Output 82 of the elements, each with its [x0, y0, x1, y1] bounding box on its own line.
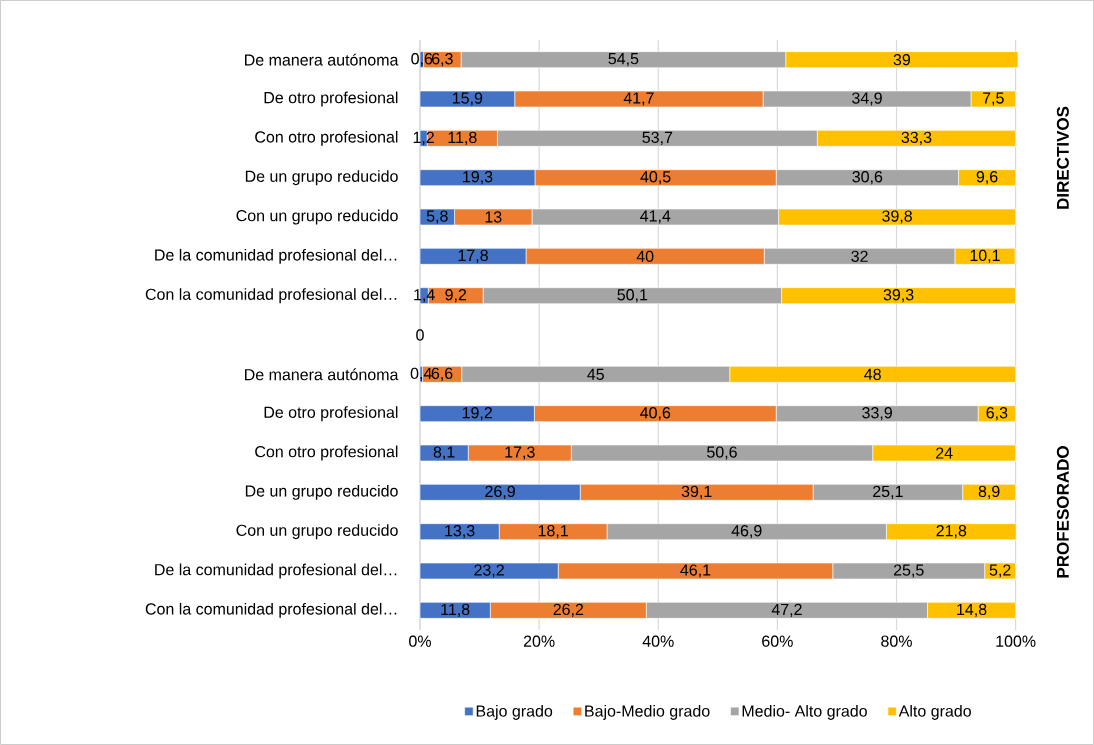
x-tick-label: 0% [409, 635, 431, 647]
data-label: 50,6 [707, 446, 737, 460]
data-label: 53,7 [642, 131, 673, 145]
data-label: 0,6 [411, 53, 433, 67]
data-label: 45 [587, 368, 604, 380]
text: PROFESORADO [1056, 446, 1069, 578]
legend-label: Bajo-Medio grado [585, 704, 710, 720]
y-tick-label: De manera autónoma [245, 53, 399, 66]
data-label: 39,3 [883, 289, 914, 303]
data-label: 8,9 [978, 485, 1000, 499]
data-label: 8,1 [433, 446, 455, 460]
y-tick-label: Con otro profesional [255, 130, 398, 146]
data-label: 11,8 [441, 603, 470, 617]
data-label: 17,8 [458, 249, 488, 263]
data-label: 6,3 [986, 407, 1008, 421]
data-label: 26,9 [485, 485, 515, 499]
y-tick-label: De un grupo reducido [245, 484, 398, 500]
data-label: 6,3 [432, 53, 453, 67]
data-label: 41,7 [623, 92, 654, 106]
data-label: 39 [893, 54, 910, 66]
data-label: 19,2 [462, 407, 492, 421]
data-label: 23,2 [474, 564, 504, 578]
y-tick-label: Con la comunidad profesional del… [145, 602, 397, 618]
x-tick-label: 80% [881, 635, 912, 647]
data-label: 0 [416, 329, 424, 341]
y-tick-label: De otro profesional [264, 406, 398, 422]
data-label: 1,2 [413, 131, 434, 145]
data-label: 32 [851, 250, 868, 262]
data-label: 13,3 [445, 525, 475, 539]
y-tick-label: Con un grupo reducido [236, 209, 398, 225]
data-label: 25,5 [893, 564, 924, 578]
data-label: 13 [485, 211, 502, 223]
data-label: 33,9 [862, 407, 892, 421]
data-label: 46,1 [680, 564, 711, 578]
data-label: 54,5 [608, 53, 639, 67]
x-tick-label: 60% [762, 635, 793, 647]
data-label: 26,2 [553, 603, 584, 617]
data-label: 14,8 [957, 603, 987, 617]
data-label: 41,4 [640, 210, 671, 224]
data-label: 24 [936, 447, 953, 459]
legend-label: Bajo grado [476, 704, 553, 720]
data-label: 25,1 [873, 485, 903, 499]
data-label: 1,4 [414, 289, 435, 303]
legend-label: Alto grado [898, 704, 971, 720]
data-label: 50,1 [617, 289, 648, 303]
y-tick-label: De la comunidad profesional del… [155, 248, 397, 264]
legend-label: Medio- Alto grado [742, 704, 867, 720]
y-tick-label: De manera autónoma [245, 368, 399, 381]
y-tick-label: Con un grupo reducido [236, 524, 398, 540]
data-label: 40 [636, 250, 654, 262]
data-label: 39,1 [681, 485, 712, 499]
data-label: 6,6 [431, 367, 453, 381]
x-tick-label: 100% [996, 635, 1036, 647]
data-label: 18,1 [538, 525, 568, 539]
data-label: 5,2 [989, 564, 1011, 578]
data-label: 33,3 [901, 131, 932, 145]
data-label: 7,5 [983, 92, 1004, 106]
data-label: 34,9 [852, 92, 882, 106]
data-label: 11,8 [448, 131, 477, 145]
data-label: 9,6 [976, 171, 998, 185]
y-tick-label: De otro profesional [264, 91, 398, 107]
y-tick-label: Con la comunidad profesional del… [145, 288, 397, 304]
data-label: 40,6 [640, 407, 671, 421]
data-label: 40,5 [640, 171, 671, 185]
data-label: 48 [864, 368, 881, 380]
data-label: 39,8 [882, 210, 912, 224]
y-tick-label: Con otro profesional [255, 445, 398, 461]
data-label: 46,9 [731, 525, 762, 539]
data-label: 30,6 [852, 171, 883, 185]
y-tick-label: De un grupo reducido [245, 170, 398, 186]
text: DIRECTIVOS [1056, 106, 1069, 209]
data-label: 15,9 [453, 92, 483, 106]
data-label: 19,3 [463, 171, 493, 185]
x-tick-label: 40% [642, 635, 674, 647]
data-label: 10,1 [970, 249, 1000, 263]
data-label: 47,2 [771, 603, 802, 617]
x-tick-label: 20% [523, 635, 555, 647]
y-tick-label: De la comunidad profesional del… [155, 563, 397, 579]
data-label: 9,2 [445, 289, 467, 303]
data-label: 17,3 [505, 446, 535, 460]
data-label: 21,8 [936, 525, 967, 539]
data-label: 5,8 [426, 210, 448, 224]
